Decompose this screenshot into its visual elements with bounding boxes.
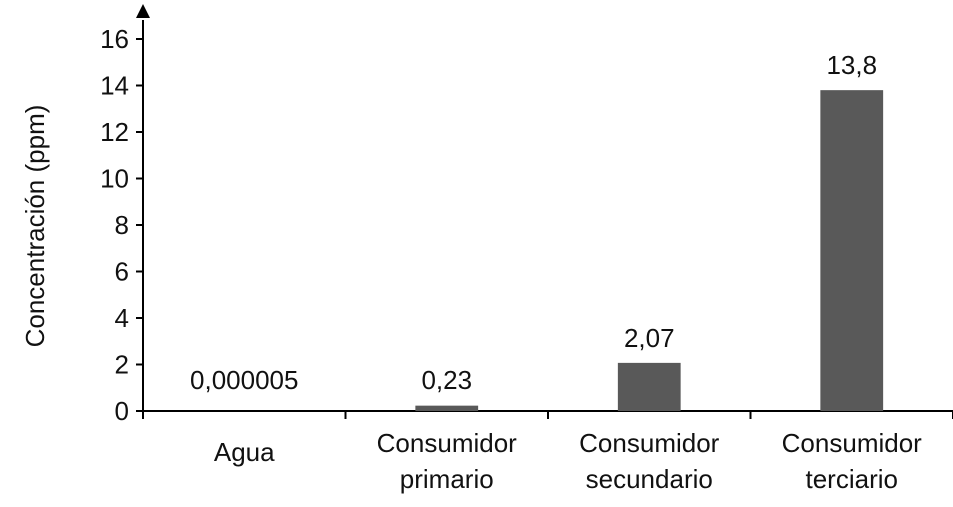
- x-category-label: Agua: [214, 437, 275, 467]
- y-axis-arrowhead: [136, 4, 150, 18]
- data-label: 0,000005: [190, 365, 298, 395]
- y-tick-label: 12: [100, 117, 129, 147]
- y-tick-label: 0: [115, 396, 129, 426]
- data-label: 0,23: [421, 365, 472, 395]
- y-tick-label: 4: [115, 303, 129, 333]
- data-label: 13,8: [826, 50, 877, 80]
- bar: [415, 405, 479, 411]
- x-category-label: primario: [400, 464, 494, 494]
- x-category-label: Consumidor: [782, 428, 923, 458]
- y-tick-label: 8: [115, 210, 129, 240]
- data-label: 2,07: [624, 323, 675, 353]
- y-axis-title: Concentración (ppm): [20, 105, 50, 348]
- x-category-label: Consumidor: [377, 428, 518, 458]
- bar: [617, 362, 681, 411]
- y-tick-label: 6: [115, 257, 129, 287]
- bar: [820, 90, 884, 412]
- y-tick-label: 10: [100, 164, 129, 194]
- x-category-label: Consumidor: [579, 428, 720, 458]
- y-tick-label: 2: [115, 350, 129, 380]
- x-category-label: secundario: [586, 464, 713, 494]
- x-category-label: terciario: [806, 464, 898, 494]
- y-tick-label: 14: [100, 71, 129, 101]
- y-tick-label: 16: [100, 24, 129, 54]
